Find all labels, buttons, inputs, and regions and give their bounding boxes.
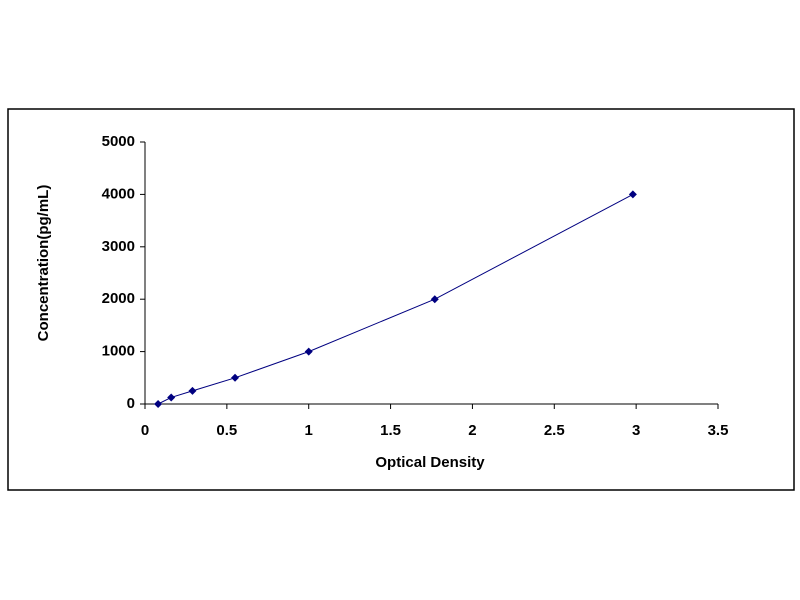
- y-tick-label: 4000: [102, 185, 135, 202]
- y-tick-label: 2000: [102, 290, 135, 307]
- x-tick-label: 0: [141, 422, 149, 439]
- y-tick-label: 5000: [102, 133, 135, 150]
- y-tick-label: 3000: [102, 238, 135, 255]
- x-tick-label: 3: [632, 422, 640, 439]
- data-point: [188, 386, 197, 395]
- data-point: [231, 373, 240, 382]
- data-point: [430, 295, 439, 304]
- data-point: [628, 190, 637, 199]
- x-tick-label: 1.5: [380, 422, 401, 439]
- chart-frame: [7, 108, 795, 491]
- data-point: [167, 393, 176, 402]
- x-axis-label: Optical Density: [375, 454, 485, 471]
- data-point: [304, 347, 313, 356]
- x-tick-label: 0.5: [216, 422, 237, 439]
- y-tick-label: 1000: [102, 343, 135, 360]
- x-tick-label: 1: [305, 422, 313, 439]
- data-point: [154, 400, 163, 408]
- x-tick-label: 2: [468, 422, 476, 439]
- y-axis-label: Concentration(pg/mL): [35, 185, 52, 342]
- x-tick-label: 3.5: [708, 422, 729, 439]
- y-tick-label: 0: [127, 395, 135, 412]
- x-tick-label: 2.5: [544, 422, 565, 439]
